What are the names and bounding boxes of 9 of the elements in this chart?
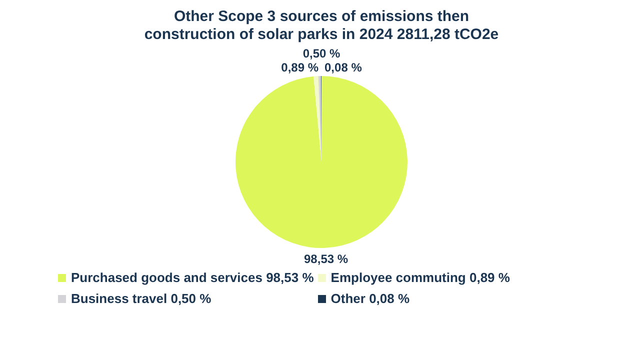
legend-label: Employee commuting 0,89 % bbox=[330, 270, 510, 285]
legend-label: Business travel 0,50 % bbox=[71, 291, 212, 306]
data-label: 98,53 % bbox=[304, 252, 348, 266]
data-label: 0,08 % bbox=[324, 60, 362, 74]
chart-title: Other Scope 3 sources of emissions then construction of solar parks in 2024 2811,28 tCO2e bbox=[143, 8, 500, 44]
legend-label: Other 0,08 % bbox=[330, 291, 410, 306]
data-label: 0,50 % bbox=[302, 46, 341, 60]
legend-label: Purchased goods and services 98,53 % bbox=[71, 270, 314, 285]
data-label: 0,89 % bbox=[281, 60, 319, 74]
